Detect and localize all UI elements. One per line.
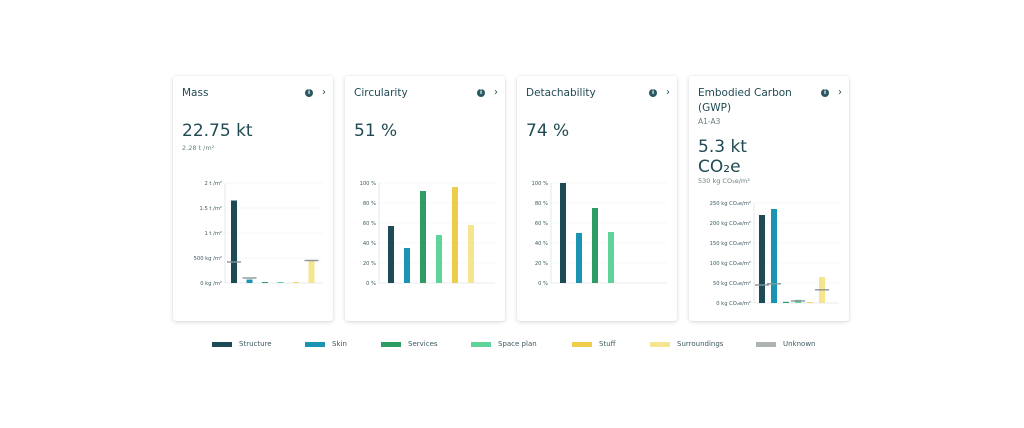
y-tick-label: 100 % xyxy=(360,181,377,187)
bar-structure[interactable] xyxy=(231,200,237,284)
carbon-chart: 0 kg CO₂e/m² 50 kg CO₂e/m² 100 kg CO₂e/m² 1… xyxy=(710,201,839,307)
legend-swatch xyxy=(572,342,592,347)
bar-stuff[interactable] xyxy=(452,187,458,283)
y-tick-label: 80 % xyxy=(535,201,548,207)
legend-swatch xyxy=(756,342,776,347)
y-tick-label: 100 kg CO₂e/m² xyxy=(710,261,751,267)
mass-chart: 0 kg /m² 500 kg /m² 1 t /m² 1.5 t /m² 2 t /m… xyxy=(194,181,323,287)
card-title: Mass xyxy=(182,87,209,99)
legend-label: Space plan xyxy=(498,340,537,348)
info-icon[interactable]: i xyxy=(649,89,657,97)
bar-services[interactable] xyxy=(592,208,598,283)
legend-swatch xyxy=(212,342,232,347)
y-tick-label: 80 % xyxy=(363,201,376,207)
chevron-right-icon[interactable]: › xyxy=(838,87,842,98)
y-tick-label: 500 kg /m² xyxy=(194,256,222,262)
legend-label: Services xyxy=(408,340,438,348)
y-tick-label: 0 % xyxy=(366,281,376,287)
bar-skin[interactable] xyxy=(771,209,777,303)
legend-swatch xyxy=(381,342,401,347)
bar-space-plan[interactable] xyxy=(608,232,614,283)
legend-label: Unknown xyxy=(783,340,816,348)
bar-skin[interactable] xyxy=(576,233,582,283)
legend: Structure Skin Services Space plan Stuff Surr… xyxy=(0,338,1024,352)
mass-value: 22.75 kt xyxy=(182,121,253,141)
bar-services[interactable] xyxy=(783,301,789,303)
bar-services[interactable] xyxy=(420,191,426,283)
carbon-per-area: 530 kg CO₂e/m² xyxy=(698,177,750,185)
bar-structure[interactable] xyxy=(388,226,394,283)
legend-label: Stuff xyxy=(599,340,616,348)
bar-structure[interactable] xyxy=(759,215,765,303)
bar-skin[interactable] xyxy=(404,248,410,283)
y-tick-label: 20 % xyxy=(535,261,548,267)
circularity-card[interactable]: Circularity i › 51 % 0 % 20 % 40 % 60 % 80 %… xyxy=(345,76,505,321)
y-tick-label: 250 kg CO₂e/m² xyxy=(710,201,751,207)
card-title: Circularity xyxy=(354,87,408,99)
bar-stuff[interactable] xyxy=(293,282,299,283)
legend-label: Skin xyxy=(332,340,347,348)
y-tick-label: 20 % xyxy=(363,261,376,267)
bar-skin[interactable] xyxy=(246,279,253,284)
y-tick-label: 0 % xyxy=(538,281,548,287)
detachability-value: 74 % xyxy=(526,121,570,141)
bar-surroundings[interactable] xyxy=(308,260,315,284)
circularity-value: 51 % xyxy=(354,121,398,141)
y-tick-label: 100 % xyxy=(532,181,549,187)
bar-structure[interactable] xyxy=(560,183,566,283)
legend-swatch xyxy=(650,342,670,347)
y-tick-label: 0 kg /m² xyxy=(200,281,222,287)
y-tick-label: 1 t /m² xyxy=(204,231,222,237)
detachability-chart: 0 % 20 % 40 % 60 % 80 % 100 % xyxy=(532,181,667,287)
bar-space-plan[interactable] xyxy=(277,282,284,283)
y-tick-label: 150 kg CO₂e/m² xyxy=(710,241,751,247)
info-icon[interactable]: i xyxy=(477,89,485,97)
y-tick-label: 50 kg CO₂e/m² xyxy=(713,281,751,287)
chevron-right-icon[interactable]: › xyxy=(494,87,498,98)
bar-space-plan[interactable] xyxy=(436,235,442,283)
bar-services[interactable] xyxy=(262,282,268,283)
detachability-card[interactable]: Detachability i › 74 % 0 % 20 % 40 % 60 % 80… xyxy=(517,76,677,321)
stage-label: A1-A3 xyxy=(698,117,721,126)
y-tick-label: 200 kg CO₂e/m² xyxy=(710,221,751,227)
bar-stuff[interactable] xyxy=(807,302,813,303)
y-tick-label: 40 % xyxy=(535,241,548,247)
info-icon[interactable]: i xyxy=(821,89,829,97)
card-title: Detachability xyxy=(526,87,596,99)
card-title: Embodied Carbon (GWP) xyxy=(698,87,792,114)
bar-surroundings[interactable] xyxy=(468,225,474,283)
y-tick-label: 0 kg CO₂e/m² xyxy=(716,301,751,307)
embodied-carbon-card[interactable]: Embodied Carbon (GWP) i › A1-A3 5.3 kt C… xyxy=(689,76,849,321)
chevron-right-icon[interactable]: › xyxy=(666,87,670,98)
y-tick-label: 1.5 t /m² xyxy=(200,206,222,212)
y-tick-label: 60 % xyxy=(363,221,376,227)
mass-card[interactable]: Mass i › 22.75 kt 2.28 t /m² 0 kg /m² 500… xyxy=(173,76,333,321)
info-icon[interactable]: i xyxy=(305,89,313,97)
legend-label: Structure xyxy=(239,340,272,348)
circularity-chart: 0 % 20 % 40 % 60 % 80 % 100 % xyxy=(360,181,495,287)
legend-swatch xyxy=(471,342,491,347)
carbon-value: 5.3 kt CO₂e xyxy=(698,137,747,177)
y-tick-label: 2 t /m² xyxy=(204,181,222,187)
legend-swatch xyxy=(305,342,325,347)
chevron-right-icon[interactable]: › xyxy=(322,87,326,98)
y-tick-label: 40 % xyxy=(363,241,376,247)
mass-per-area: 2.28 t /m² xyxy=(182,144,215,152)
y-tick-label: 60 % xyxy=(535,221,548,227)
legend-label: Surroundings xyxy=(677,340,724,348)
